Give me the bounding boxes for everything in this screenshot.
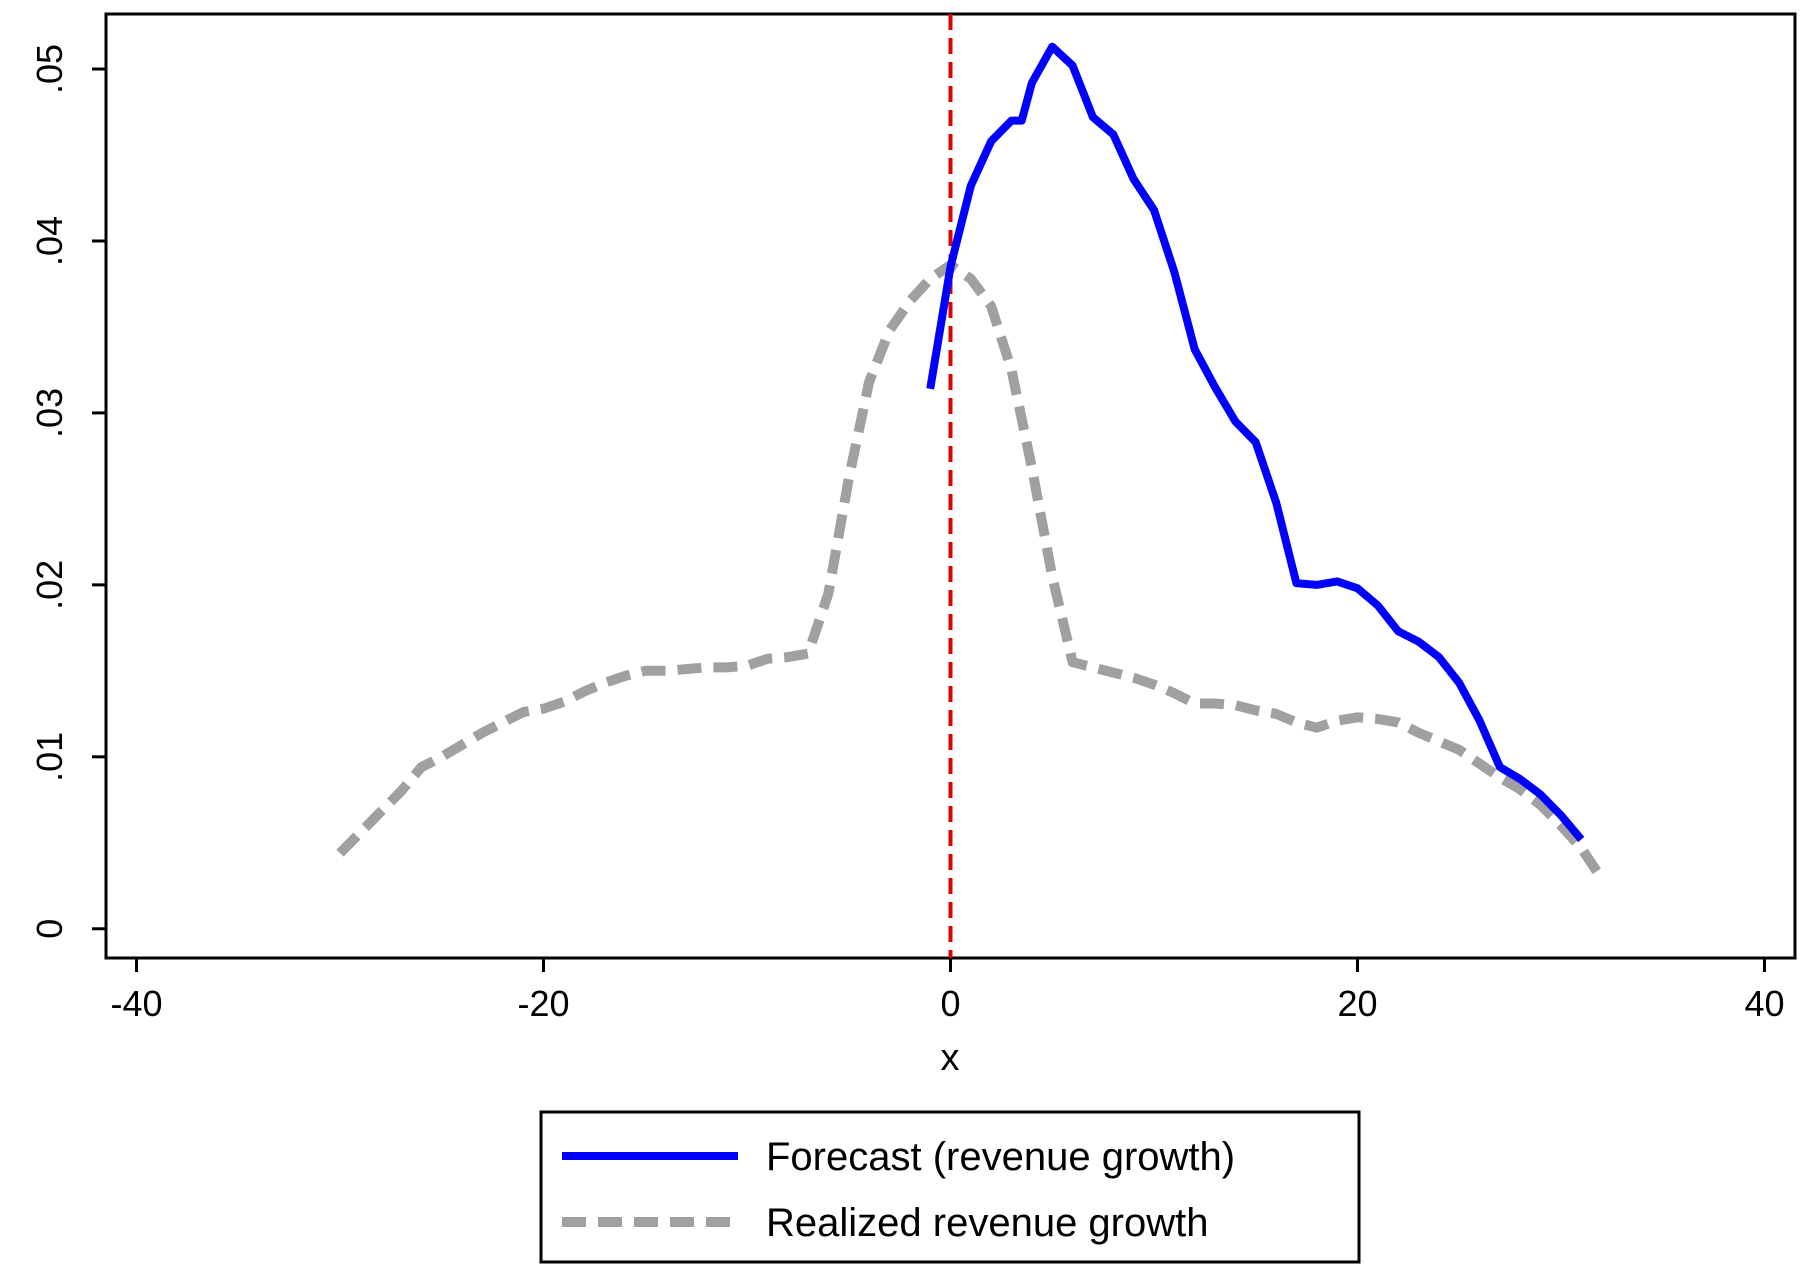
series-line-forecast — [926, 42, 1585, 842]
y-tick-label: .05 — [29, 44, 70, 94]
legend-box — [539, 1110, 1361, 1264]
x-tick-label: 40 — [1744, 983, 1784, 1024]
x-tick-label: -40 — [111, 983, 163, 1024]
y-tick-label: 0 — [29, 919, 70, 939]
y-tick-label: .04 — [29, 216, 70, 266]
y-axis: 0 .01 .02 .03 .04 .05 — [29, 44, 106, 939]
x-axis: -40 -20 0 20 40 — [111, 958, 1784, 1024]
x-axis-title: x — [941, 1037, 960, 1079]
legend-label-forecast: Forecast (revenue growth) — [766, 1135, 1235, 1179]
series-line-realized — [336, 260, 1606, 882]
x-tick-label: 0 — [940, 983, 960, 1024]
y-tick-label: .02 — [29, 560, 70, 610]
y-tick-label: .01 — [29, 732, 70, 782]
series-layer — [336, 42, 1606, 882]
x-tick-label: -20 — [517, 983, 569, 1024]
x-tick-label: 20 — [1337, 983, 1377, 1024]
legend-label-realized: Realized revenue growth — [766, 1201, 1208, 1245]
legend: Forecast (revenue growth) Realized reven… — [539, 1110, 1361, 1264]
y-tick-label: .03 — [29, 388, 70, 438]
